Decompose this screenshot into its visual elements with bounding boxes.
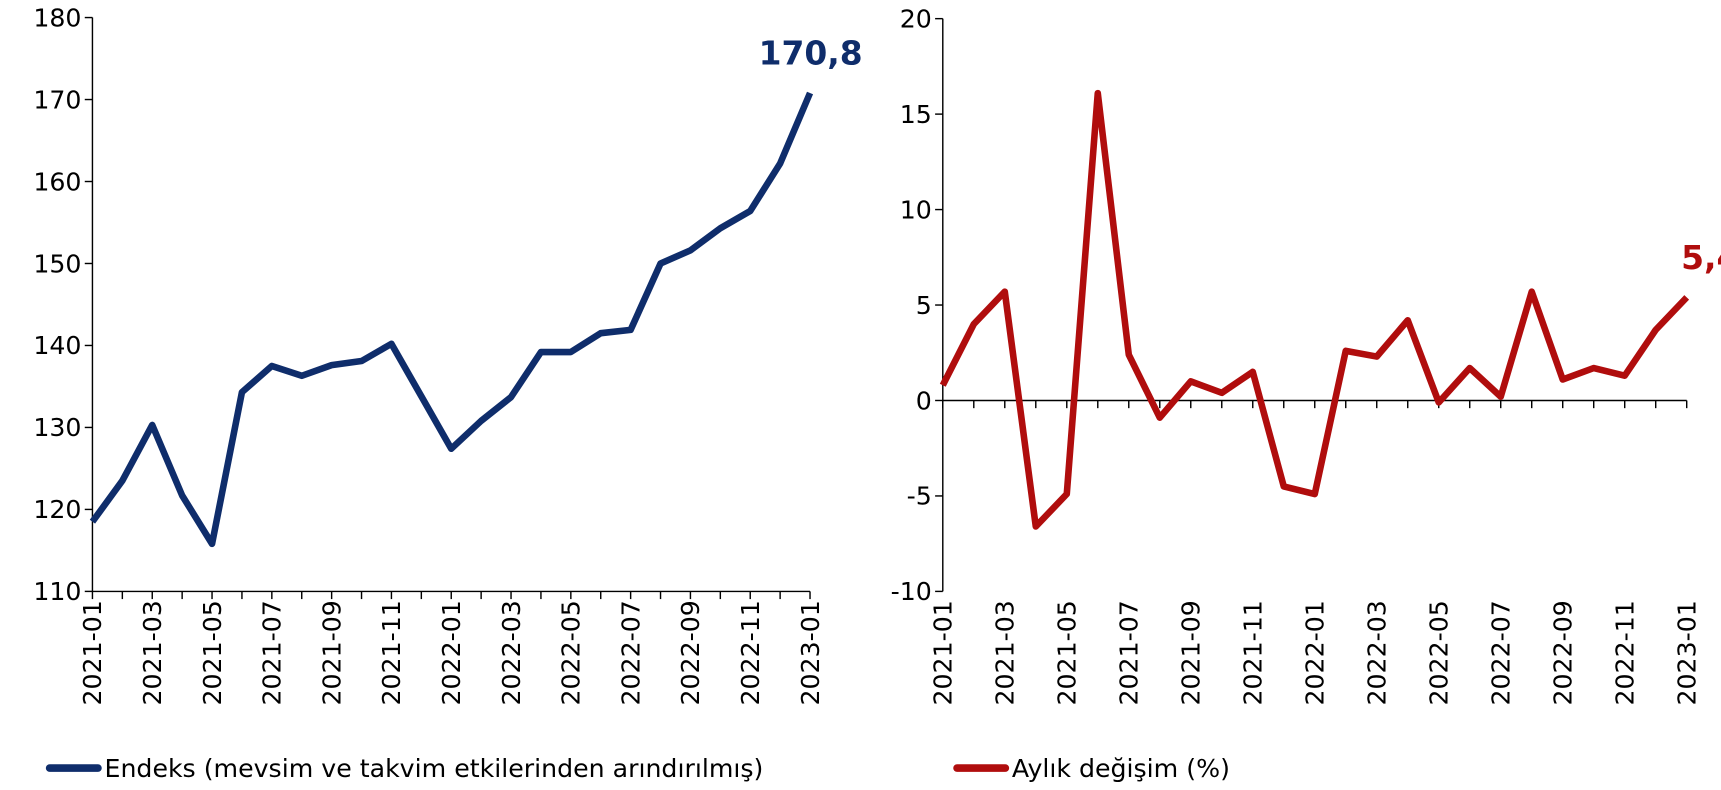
x-tick-label: 2021-01 [78, 600, 107, 705]
y-tick-label: 110 [33, 577, 81, 606]
x-tick-label: 2022-03 [497, 600, 526, 705]
y-tick-label: 170 [33, 85, 81, 114]
value-label: 5,4 [1681, 238, 1721, 277]
legend-label: Aylık değişim (%) [1012, 754, 1230, 783]
x-tick-label: 2021-05 [1053, 600, 1082, 705]
x-tick-label: 2021-07 [1115, 600, 1144, 705]
x-tick-label: 2022-11 [1610, 600, 1639, 705]
y-tick-label: 20 [900, 4, 932, 33]
x-tick-label: 2021-09 [317, 600, 346, 705]
x-tick-label: 2021-09 [1177, 600, 1206, 705]
y-tick-label: 150 [33, 249, 81, 278]
x-tick-label: 2021-07 [258, 600, 287, 705]
x-tick-label: 2022-01 [437, 600, 466, 705]
x-tick-label: 2022-11 [736, 600, 765, 705]
x-tick-label: 2021-03 [138, 600, 167, 705]
data-line [89, 91, 814, 548]
x-tick-label: 2021-03 [991, 600, 1020, 705]
y-tick-label: -10 [891, 577, 932, 606]
x-tick-label: 2022-09 [676, 600, 705, 705]
data-line [939, 89, 1690, 530]
x-tick-label: 2021-05 [198, 600, 227, 705]
x-tick-label: 2023-01 [1672, 600, 1701, 705]
y-tick-label: 130 [33, 413, 81, 442]
x-tick-label: 2022-05 [1425, 600, 1454, 705]
x-tick-label: 2023-01 [796, 600, 825, 705]
x-tick-label: 2022-07 [616, 600, 645, 705]
x-tick-label: 2022-01 [1301, 600, 1330, 705]
y-tick-label: 5 [916, 291, 932, 320]
x-tick-label: 2022-03 [1363, 600, 1392, 705]
y-tick-label: 0 [916, 386, 932, 415]
x-tick-label: 2021-01 [929, 600, 958, 705]
legend-label: Endeks (mevsim ve takvim etkilerinden ar… [105, 754, 764, 783]
x-tick-label: 2022-05 [557, 600, 586, 705]
y-tick-label: 10 [900, 195, 932, 224]
y-tick-label: -5 [907, 482, 932, 511]
y-tick-label: 140 [33, 331, 81, 360]
y-tick-label: 15 [900, 100, 932, 129]
x-tick-label: 2021-11 [377, 600, 406, 705]
y-tick-label: 180 [33, 3, 81, 32]
x-tick-label: 2022-07 [1487, 600, 1516, 705]
y-tick-label: 160 [33, 167, 81, 196]
x-tick-label: 2022-09 [1549, 600, 1578, 705]
y-tick-label: 120 [33, 495, 81, 524]
value-label: 170,8 [759, 33, 863, 72]
x-tick-label: 2021-11 [1239, 600, 1268, 705]
